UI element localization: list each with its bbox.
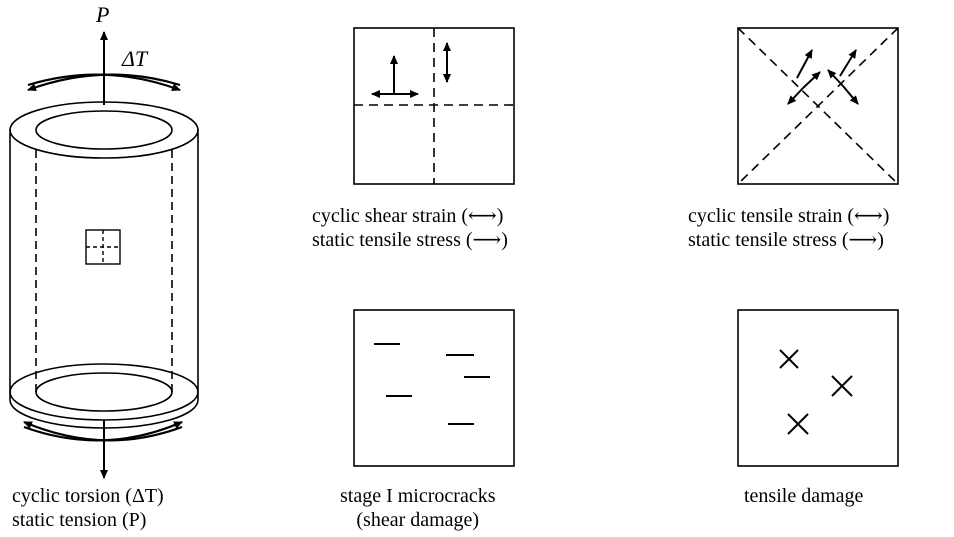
caption-line: cyclic torsion (ΔT) <box>12 485 164 507</box>
caption-line: cyclic shear strain (⟷) <box>312 205 504 227</box>
tensile-strain-box <box>737 27 899 185</box>
caption-line: cyclic tensile strain (⟷) <box>688 205 890 227</box>
cylinder-specimen <box>9 101 199 429</box>
caption-line: (shear damage) <box>356 509 480 531</box>
shear-strain-arrows <box>371 42 451 98</box>
tensile-strain-arrows <box>787 49 859 105</box>
torsion-label-delta-t: ΔT <box>122 46 148 71</box>
caption-microcracks: stage I microcracks (shear damage) <box>340 484 495 532</box>
caption-cylinder: cyclic torsion (ΔT) static tension (P) <box>12 484 164 532</box>
caption-shear-strain: cyclic shear strain (⟷) static tensile s… <box>312 204 508 252</box>
caption-line: static tension (P) <box>12 509 147 531</box>
caption-line: tensile damage <box>744 485 864 507</box>
microcracks-box <box>353 309 515 467</box>
microcrack-marks <box>374 343 490 425</box>
cylinder-element <box>85 229 121 265</box>
load-label-p: P <box>96 2 110 27</box>
caption-line: static tensile stress (⟶) <box>688 229 884 251</box>
caption-line: static tensile stress (⟶) <box>312 229 508 251</box>
caption-tensile-damage: tensile damage <box>744 484 863 508</box>
torsion-arrows <box>23 73 183 442</box>
tensile-damage-box <box>737 309 899 467</box>
shear-strain-box <box>353 27 515 185</box>
caption-line: stage I microcracks <box>340 485 496 507</box>
tensile-damage-marks <box>779 349 853 435</box>
caption-tensile-strain: cyclic tensile strain (⟷) static tensile… <box>688 204 889 252</box>
